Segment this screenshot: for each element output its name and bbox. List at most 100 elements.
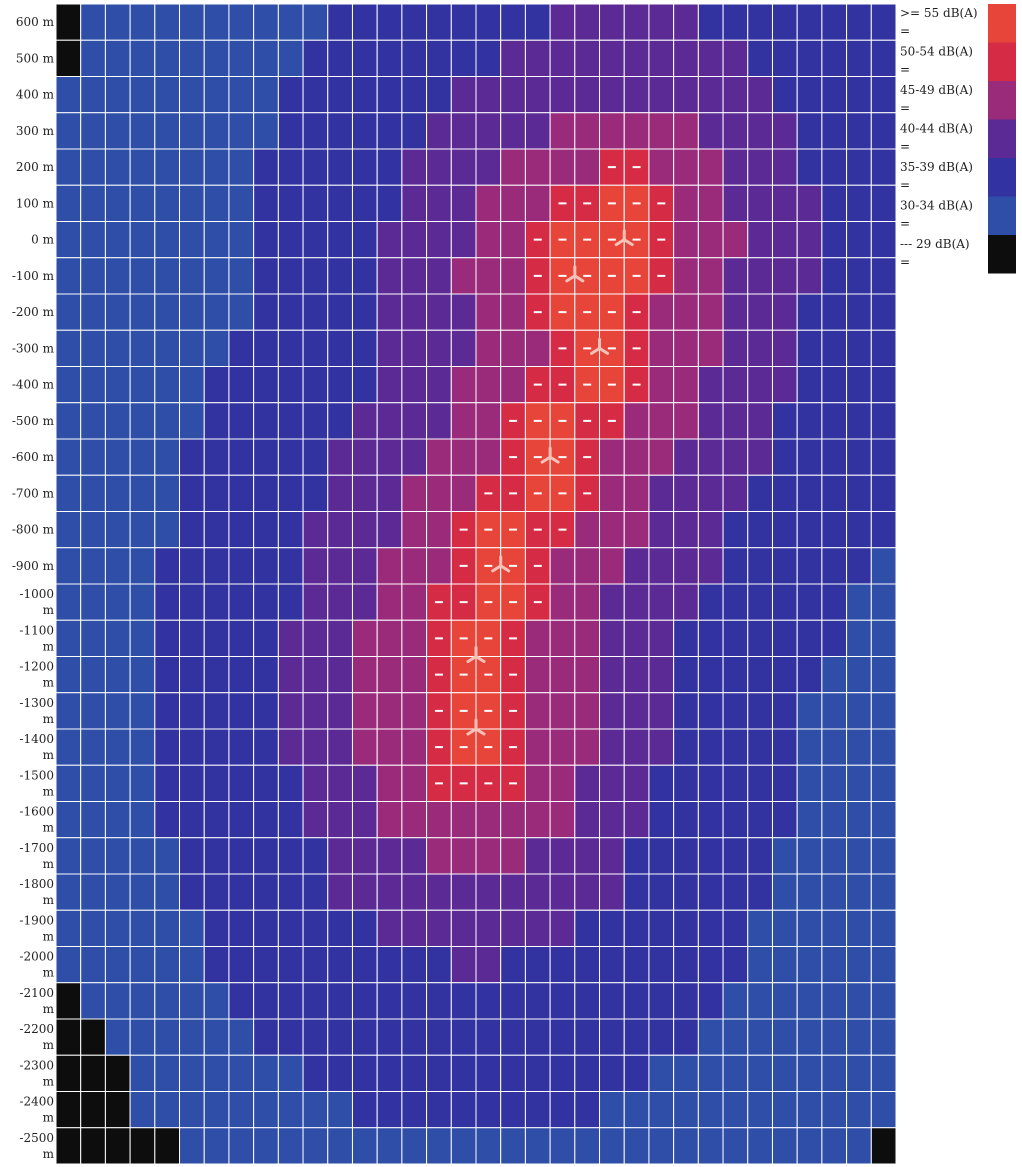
turbine-icon [590,337,610,355]
heatmap-cell [846,148,872,186]
heatmap-cell [80,1091,106,1129]
heatmap-cell [302,619,329,657]
heatmap-cell [401,76,428,114]
heatmap-cell [722,1127,749,1165]
heatmap-cell [401,112,428,150]
heatmap-cell [500,801,526,839]
heatmap-cell [327,547,353,585]
legend-marker: = [900,255,910,269]
heatmap-cell [277,474,304,512]
heatmap-cell [747,474,773,512]
heatmap-cell [351,946,378,984]
heatmap-cell [648,1127,675,1165]
heatmap-cell [228,656,255,694]
heatmap-cell [870,1054,897,1092]
heatmap-cell [450,909,477,947]
heatmap-cell [154,293,181,331]
heatmap-cell [80,474,106,512]
heatmap-cell [426,873,452,911]
heatmap-cell [870,837,897,875]
heatmap-cell [623,656,650,694]
heatmap-cell [623,76,650,114]
heatmap-cell [648,438,675,476]
heatmap-cell [574,801,601,839]
heatmap-cell [549,1091,576,1129]
heatmap-cell [351,329,378,367]
heatmap-cell [426,329,452,367]
heatmap-cell [648,474,675,512]
heatmap-cell [104,293,131,331]
heatmap-cell [697,76,724,114]
heatmap-cell [697,366,724,404]
heatmap-cell [104,1054,131,1092]
heatmap-cell [253,692,279,730]
heatmap-cell [104,148,131,186]
heatmap-cell [228,257,255,295]
heatmap-cell [673,946,699,984]
heatmap-cell [475,221,502,259]
heatmap-cell [673,76,699,114]
heatmap-cell [500,1018,526,1056]
heatmap-cell [549,39,576,77]
heatmap-cell [574,946,601,984]
heatmap-cell [203,148,230,186]
heatmap-cell [179,1054,205,1092]
heatmap-cell [401,39,428,77]
heatmap-cell [697,873,724,911]
heatmap-cell [722,619,749,657]
heatmap-cell [747,76,773,114]
heatmap-cell [697,474,724,512]
heatmap-cell [203,764,230,802]
y-tick-label: -1700 m [19,841,54,871]
heatmap-cell [228,184,255,222]
y-tick-label: -1800 m [19,877,54,907]
heatmap-cell [722,184,749,222]
heatmap-cell [228,112,255,150]
heatmap-cell [55,366,82,404]
heatmap-cell [524,1127,551,1165]
heatmap-cell [129,873,156,911]
heatmap-cell [376,1091,403,1129]
heatmap-cell [549,764,576,802]
heatmap-cell [203,619,230,657]
heatmap-cell [722,1018,749,1056]
heatmap-cell [253,438,279,476]
heatmap-cell [599,873,625,911]
heatmap-cell [771,293,798,331]
heatmap-cell [450,366,477,404]
heatmap-cell [648,656,675,694]
heatmap-cell [747,257,773,295]
y-tick-label: 400 m [16,88,55,102]
heatmap-cell [154,112,181,150]
heatmap-cell [500,76,526,114]
heatmap-cell [55,39,82,77]
heatmap-cell [796,1091,823,1129]
heatmap-cell [524,909,551,947]
heatmap-cell [524,3,551,41]
heatmap-cell [771,438,798,476]
heatmap-cell [673,873,699,911]
heatmap-cell [697,909,724,947]
heatmap-cell [228,764,255,802]
heatmap-cell [351,438,378,476]
heatmap-cell [722,402,749,440]
heatmap-cell [475,982,502,1020]
heatmap-cell [376,656,403,694]
heatmap-cell [401,221,428,259]
heatmap-cell [450,946,477,984]
heatmap-cell [846,873,872,911]
heatmap-cell [203,692,230,730]
heatmap-cell [154,511,181,549]
heatmap-cell [870,801,897,839]
heatmap-cell [277,946,304,984]
heatmap-cell [870,619,897,657]
heatmap-cell [129,474,156,512]
heatmap-cell [55,148,82,186]
heatmap-cell [129,1054,156,1092]
heatmap-cell [179,366,205,404]
heatmap-cell [80,909,106,947]
heatmap-cell [475,76,502,114]
heatmap-cell [870,76,897,114]
heatmap-cell [203,438,230,476]
heatmap-cell [80,873,106,911]
